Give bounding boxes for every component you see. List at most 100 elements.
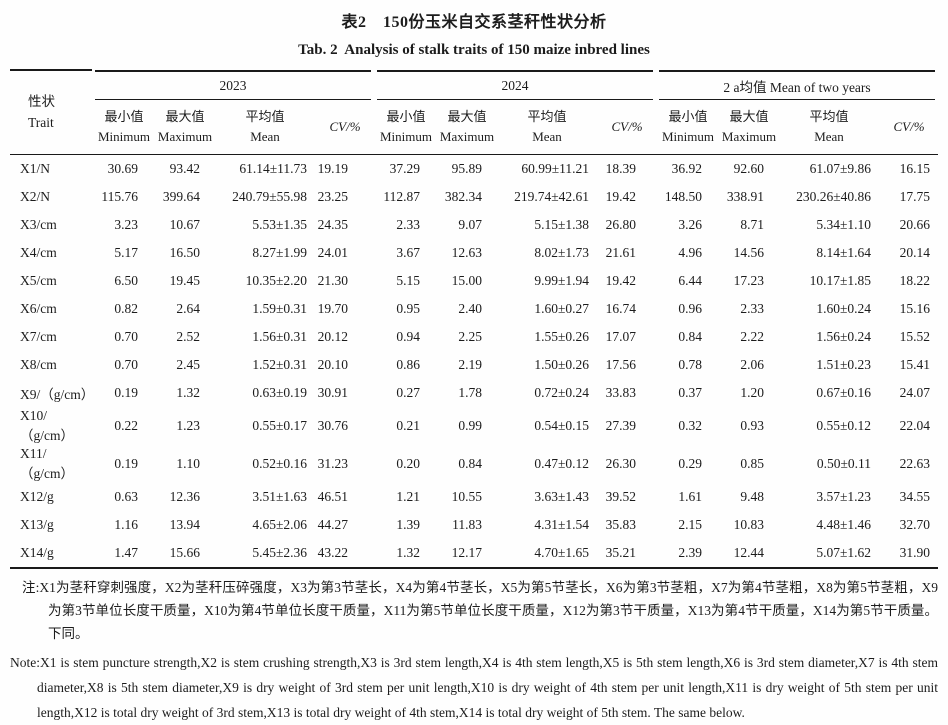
value-cell-y2023-cv: 19.70 xyxy=(317,301,348,316)
value-cell-two_year-mean: 8.14±1.64 xyxy=(816,245,871,260)
subheader-min-group2: 最小值 Minimum xyxy=(656,100,720,155)
value-cell-y2023-cv: 24.01 xyxy=(317,245,348,260)
value-cell-y2024-cv: 35.83 xyxy=(605,517,636,532)
value-cell-y2024-mean: 1.50±0.26 xyxy=(534,357,589,372)
value-cell-y2024-cv: 18.39 xyxy=(605,161,636,176)
value-cell-y2023-mean: 8.27±1.99 xyxy=(252,245,307,260)
value-cell-two_year-cv: 15.52 xyxy=(899,329,931,344)
value-cell-y2024-mean: 4.31±1.54 xyxy=(534,517,589,532)
value-cell-y2024-mean: 60.99±11.21 xyxy=(521,161,589,176)
value-cell-two_year-max: 338.91 xyxy=(726,189,764,204)
value-cell-two_year-min: 4.96 xyxy=(678,245,702,260)
trait-cell: X10/（g/cm） xyxy=(20,408,74,443)
subheader-label-zh: 最小值 xyxy=(104,109,144,124)
value-cell-y2023-mean: 1.59±0.31 xyxy=(252,301,307,316)
value-cell-y2024-max: 11.83 xyxy=(452,517,482,532)
value-cell-y2023-cv: 44.27 xyxy=(317,517,348,532)
value-cell-y2024-min: 3.67 xyxy=(396,245,420,260)
value-cell-two_year-max: 8.71 xyxy=(740,217,764,232)
value-cell-two_year-min: 0.84 xyxy=(678,329,702,344)
table-title-en: Tab. 2 Analysis of stalk traits of 150 m… xyxy=(298,42,650,58)
value-cell-y2023-max: 2.64 xyxy=(176,301,200,316)
value-cell-y2024-max: 0.99 xyxy=(458,418,482,433)
value-cell-two_year-mean: 0.67±0.16 xyxy=(816,385,871,400)
value-cell-two_year-mean: 4.48±1.46 xyxy=(816,517,871,532)
subheader-max-group1: 最大值 Maximum xyxy=(438,100,496,155)
value-cell-two_year-cv: 32.70 xyxy=(899,517,931,532)
value-cell-y2024-min: 0.86 xyxy=(396,357,420,372)
value-cell-y2023-cv: 21.30 xyxy=(317,273,348,288)
table-title-zh: 表2 150份玉米自交系茎秆性状分析 xyxy=(341,14,607,31)
value-cell-y2023-min: 115.76 xyxy=(101,189,138,204)
value-cell-y2024-max: 12.17 xyxy=(438,539,496,569)
value-cell-y2024-max: 0.84 xyxy=(458,456,482,471)
value-cell-two_year-max: 0.93 xyxy=(740,418,764,433)
value-cell-y2023-min: 0.82 xyxy=(114,301,138,316)
value-cell-two_year-cv: 18.22 xyxy=(899,273,931,288)
value-cell-y2024-mean: 0.47±0.12 xyxy=(534,456,589,471)
subheader-mean-group2: 平均值 Mean xyxy=(778,100,880,155)
year-group-label-two-year-mean: 2 a均值 Mean of two years xyxy=(659,70,936,100)
value-cell-y2024-max: 15.00 xyxy=(451,273,482,288)
value-cell-two_year-min: 3.26 xyxy=(678,217,702,232)
value-cell-y2023-cv: 20.10 xyxy=(317,357,348,372)
subheader-label-en: Maximum xyxy=(721,128,777,144)
trait-cell: X3/cm xyxy=(20,217,57,232)
value-cell-y2023-min: 0.70 xyxy=(114,329,138,344)
subheader-max-group2: 最大值 Maximum xyxy=(720,100,778,155)
value-cell-y2023-min: 0.19 xyxy=(114,456,138,471)
value-cell-two_year-cv: 20.14 xyxy=(899,245,931,260)
year-group-label-2023: 2023 xyxy=(95,70,371,100)
value-cell-two_year-max: 10.83 xyxy=(733,517,764,532)
subheader-label-en: Maximum xyxy=(439,128,495,144)
table-row: X10/（g/cm） 0.22 1.23 0.55±0.17 30.76 0.21 0.99… xyxy=(10,407,938,445)
value-cell-y2023-mean: 3.51±1.63 xyxy=(252,489,307,504)
table-row: X2/N 115.76 399.64 240.79±55.98 23.25 112.87 3… xyxy=(10,183,938,211)
value-cell-y2023-cv: 30.76 xyxy=(317,418,348,433)
value-cell-y2023-min: 5.17 xyxy=(114,245,138,260)
value-cell-two_year-cv: 20.66 xyxy=(899,217,931,232)
value-cell-y2024-max: 2.19 xyxy=(458,357,482,372)
table-row: X12/g 0.63 12.36 3.51±1.63 46.51 1.21 10.55 3.6… xyxy=(10,483,938,511)
trait-cell: X7/cm xyxy=(20,329,57,344)
subheader-label-zh: 最大值 xyxy=(447,109,487,124)
value-cell-y2023-min: 1.47 xyxy=(92,539,156,569)
value-cell-two_year-mean: 0.50±0.11 xyxy=(816,456,871,471)
trait-cell: X14/g xyxy=(10,539,92,569)
value-cell-y2023-max: 93.42 xyxy=(169,161,200,176)
value-cell-y2023-mean: 10.35±2.20 xyxy=(245,273,307,288)
table-row: X6/cm 0.82 2.64 1.59±0.31 19.70 0.95 2.40 1.60±… xyxy=(10,295,938,323)
value-cell-y2024-mean: 219.74±42.61 xyxy=(514,189,589,204)
value-cell-y2024-max: 2.25 xyxy=(458,329,482,344)
value-cell-y2023-max: 19.45 xyxy=(169,273,200,288)
value-cell-y2023-min: 30.69 xyxy=(107,161,138,176)
value-cell-y2024-mean: 0.72±0.24 xyxy=(534,385,589,400)
value-cell-y2023-mean: 5.45±2.36 xyxy=(214,539,316,569)
value-cell-y2024-min: 1.32 xyxy=(374,539,438,569)
value-cell-y2023-mean: 0.63±0.19 xyxy=(252,385,307,400)
value-cell-two_year-max: 9.48 xyxy=(740,489,764,504)
subheader-label-en: Minimum xyxy=(661,128,714,144)
value-cell-y2023-cv: 31.23 xyxy=(317,456,348,471)
value-cell-two_year-min: 2.39 xyxy=(656,539,720,569)
value-cell-y2023-mean: 0.52±0.16 xyxy=(252,456,307,471)
subheader-cv-group1: CV/% xyxy=(598,100,656,155)
subheader-label-zh: 最大值 xyxy=(165,109,205,124)
value-cell-two_year-mean: 5.34±1.10 xyxy=(816,217,871,232)
trait-cell: X8/cm xyxy=(20,357,57,372)
subheader-label-zh: 平均值 xyxy=(809,109,849,124)
value-cell-y2023-cv: 23.25 xyxy=(317,189,348,204)
value-cell-two_year-min: 0.96 xyxy=(678,301,702,316)
value-cell-two_year-mean: 1.60±0.24 xyxy=(816,301,871,316)
value-cell-two_year-max: 92.60 xyxy=(733,161,764,176)
value-cell-y2023-cv: 19.19 xyxy=(317,161,348,176)
value-cell-y2023-min: 0.19 xyxy=(114,385,138,400)
subheader-label-en: Mean xyxy=(814,128,844,144)
value-cell-y2024-max: 95.89 xyxy=(451,161,482,176)
value-cell-y2024-cv: 35.21 xyxy=(598,539,656,569)
value-cell-two_year-cv: 15.16 xyxy=(899,301,931,316)
value-cell-y2024-min: 37.29 xyxy=(389,161,420,176)
value-cell-two_year-cv: 22.04 xyxy=(899,418,931,433)
value-cell-y2024-mean: 9.99±1.94 xyxy=(534,273,589,288)
trait-cell: X13/g xyxy=(20,517,54,532)
